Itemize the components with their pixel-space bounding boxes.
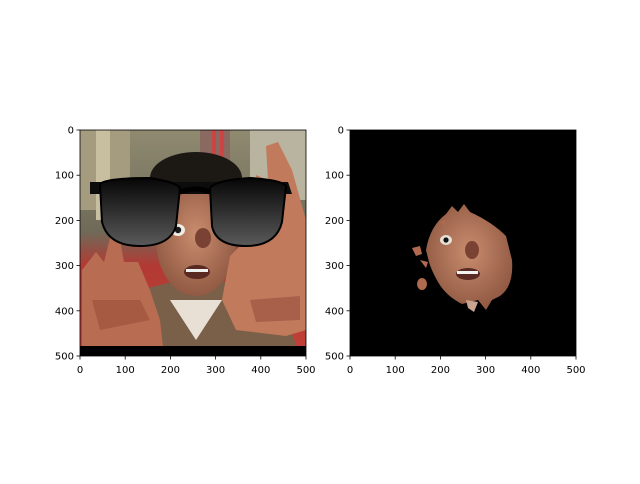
mask-image <box>350 130 576 356</box>
right-xtick-label: 200 <box>431 365 450 376</box>
left-axes-frame <box>79 129 307 357</box>
right-xtick-label: 100 <box>386 365 405 376</box>
right-ytick-label: 400 <box>325 306 344 317</box>
right-ytick-label: 200 <box>325 216 344 227</box>
right-ytick-label: 500 <box>325 352 344 363</box>
left-xtick-label: 500 <box>296 365 315 376</box>
left-xtick-label: 0 <box>77 365 83 376</box>
photo-image <box>80 130 306 356</box>
right-ytick-label: 300 <box>325 261 344 272</box>
left-xtick-label: 300 <box>206 365 225 376</box>
left-ytick-label: 100 <box>55 171 74 182</box>
left-xtick-label: 400 <box>251 365 270 376</box>
right-xtick-label: 0 <box>347 365 353 376</box>
left-ytick-label: 200 <box>55 216 74 227</box>
left-ytick-label: 300 <box>55 261 74 272</box>
right-xtick-label: 300 <box>476 365 495 376</box>
right-xtick-label: 400 <box>521 365 540 376</box>
right-axes-frame <box>349 129 577 357</box>
right-ytick-label: 0 <box>338 126 344 137</box>
right-ytick-label: 100 <box>325 171 344 182</box>
left-xtick-label: 100 <box>116 365 135 376</box>
right-xtick-label: 500 <box>566 365 585 376</box>
left-xtick-label: 200 <box>161 365 180 376</box>
left-ytick-label: 0 <box>68 126 74 137</box>
left-ytick-label: 400 <box>55 306 74 317</box>
left-ytick-label: 500 <box>55 352 74 363</box>
